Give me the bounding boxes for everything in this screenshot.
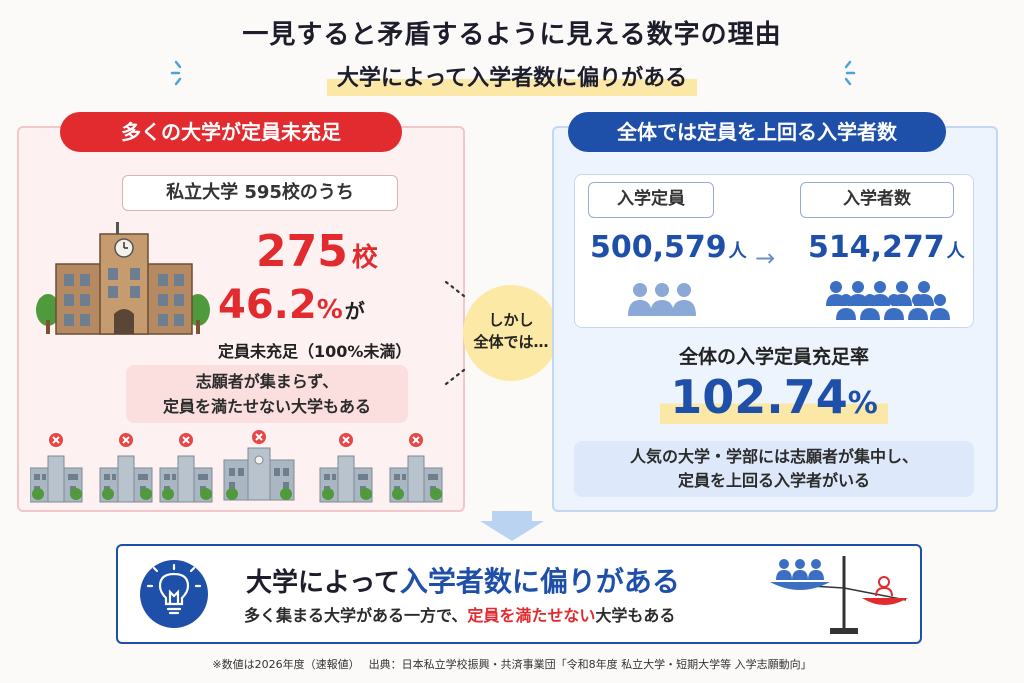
underfilled-percent: 46.2% が xyxy=(218,282,365,328)
conclusion-sub-prefix: 多く集まる大学がある一方で、 xyxy=(244,606,468,625)
down-arrow-icon xyxy=(480,511,544,541)
underfilled-count-unit: 校 xyxy=(351,243,378,273)
center-bubble-line2: 全体では… xyxy=(473,333,549,351)
enrolled-label: 入学者数 xyxy=(800,182,954,218)
lightbulb-icon xyxy=(140,560,208,628)
center-bubble-line1: しかし xyxy=(488,311,534,329)
conclusion-title: 大学によって入学者数に偏りがある xyxy=(246,560,680,600)
footnote: ※数値は2026年度（速報値） 出典：日本私立学校振興・共済事業団「令和8年度 … xyxy=(212,658,812,671)
scope-label: 私立大学 595校のうち xyxy=(122,175,398,211)
underfilled-university-5 xyxy=(319,432,373,503)
fill-rate-unit: % xyxy=(847,386,878,421)
underfilled-university-2 xyxy=(99,432,153,503)
underfilled-status: 定員未充足（100%未満） xyxy=(218,342,412,361)
underfilled-universities-row xyxy=(30,430,443,503)
conclusion-sub-emphasis: 定員を満たせない xyxy=(467,606,596,625)
capacity-number: 500,579 人 xyxy=(590,230,747,265)
capacity-value: 500,579 xyxy=(590,230,727,265)
conclusion-sub-suffix: 大学もある xyxy=(595,606,676,625)
sparkle-icon-left xyxy=(170,60,182,86)
conclusion-title-emphasis: 入学者数に偏りがある xyxy=(399,565,680,598)
enrolled-value: 514,277 xyxy=(808,230,945,265)
enrolled-people-icon xyxy=(826,281,950,320)
page-subtitle: 大学によって入学者数に偏りがある xyxy=(326,58,698,96)
fill-rate-highlight: 102.74% xyxy=(660,370,888,424)
fill-rate: 102.74% xyxy=(574,370,974,424)
fill-rate-label: 全体の入学定員充足率 xyxy=(678,346,869,368)
left-note: 志願者が集まらず、 定員を満たせない大学もある xyxy=(126,365,408,423)
balance-scale-icon xyxy=(770,556,908,634)
left-note-line1: 志願者が集まらず、 xyxy=(195,372,339,391)
left-note-line2: 定員を満たせない大学もある xyxy=(162,397,371,416)
underfilled-percent-suffix: が xyxy=(344,299,365,323)
underfilled-count-value: 275 xyxy=(256,226,348,277)
underfilled-percent-unit: % xyxy=(316,295,343,325)
sparkle-icon-right xyxy=(844,60,856,86)
underfilled-percent-value: 46.2 xyxy=(218,282,317,328)
fill-rate-value: 102.74 xyxy=(670,370,848,424)
page-title: 一見すると矛盾するように見える数字の理由 xyxy=(242,20,782,50)
conclusion-subtitle: 多く集まる大学がある一方で、定員を満たせない大学もある xyxy=(244,602,675,626)
capacity-label: 入学定員 xyxy=(588,182,714,218)
underfilled-university-1 xyxy=(30,432,83,503)
underfilled-count: 275 校 xyxy=(256,226,378,277)
right-panel-header: 全体では定員を上回る入学者数 xyxy=(568,112,946,152)
right-note-line2: 定員を上回る入学者がいる xyxy=(677,471,870,490)
capacity-people-icon xyxy=(628,283,696,316)
center-bubble: しかし 全体では… xyxy=(463,285,559,381)
underfilled-university-3 xyxy=(159,432,213,503)
underfilled-university-6 xyxy=(389,432,443,503)
conclusion-title-prefix: 大学によって xyxy=(246,568,400,598)
subtitle-wrap: 大学によって入学者数に偏りがある xyxy=(0,58,1024,96)
right-note-line1: 人気の大学・学部には志願者が集中し、 xyxy=(629,447,918,466)
arrow-right-icon: → xyxy=(755,244,776,272)
right-note: 人気の大学・学部には志願者が集中し、 定員を上回る入学者がいる xyxy=(574,441,974,497)
enrolled-number: 514,277 人 xyxy=(808,230,965,265)
enrolled-unit: 人 xyxy=(946,241,965,262)
left-panel-header: 多くの大学が定員未充足 xyxy=(60,112,402,152)
capacity-unit: 人 xyxy=(728,241,747,262)
university-building-icon xyxy=(36,222,210,335)
